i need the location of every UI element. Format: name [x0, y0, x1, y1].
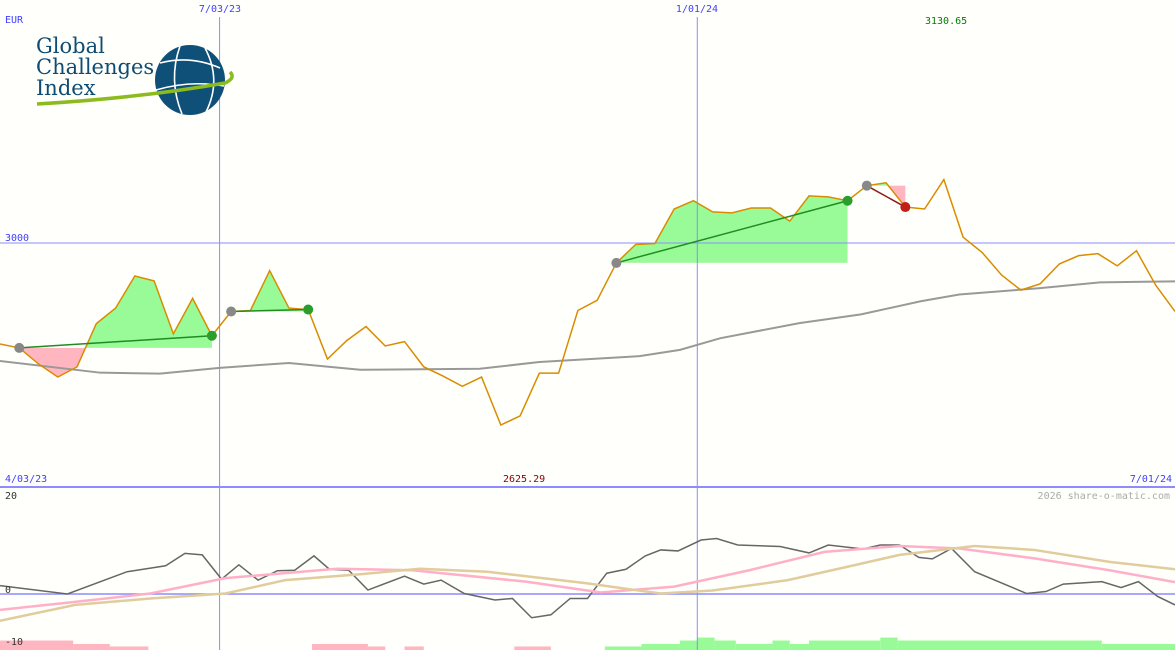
exit-marker [206, 330, 217, 341]
exit-marker [303, 304, 314, 315]
currency-label: EUR [5, 15, 24, 26]
logo-line-1: Global [36, 34, 105, 58]
labels: EUR 3130.65 2625.29 2026 share-o-matic.c… [5, 4, 1172, 648]
x-tick-label: 7/03/23 [199, 4, 241, 15]
histogram-bar [697, 637, 715, 650]
trade-line [19, 335, 212, 349]
osc-tick-20: 20 [5, 491, 17, 502]
entry-marker [861, 180, 872, 191]
gain-area [19, 276, 212, 348]
osc-tick-0: 0 [5, 585, 11, 596]
price-line [0, 177, 1175, 427]
gain-area [616, 195, 848, 263]
histogram-bar [109, 646, 149, 650]
gain-area [231, 270, 309, 312]
low-label: 2625.29 [503, 474, 545, 485]
gridlines [0, 17, 1175, 650]
histogram-bar [809, 640, 881, 650]
histogram-bar [1101, 643, 1175, 650]
histogram-bar [641, 643, 680, 650]
entry-marker [14, 342, 25, 353]
histogram-bar [714, 640, 736, 650]
x-tick-label: 1/01/24 [676, 4, 718, 15]
moving-average-line [0, 280, 1175, 375]
copyright: 2026 share-o-matic.com [1038, 491, 1170, 502]
trade-line [231, 308, 309, 313]
trade-line [616, 200, 848, 264]
histogram-bar [735, 643, 773, 650]
osc-slow-line [0, 544, 1175, 622]
histogram-bar [679, 640, 698, 650]
trade-fills [0, 182, 1175, 650]
logo-line-2: Challenges [36, 55, 154, 79]
osc-fast-line [0, 544, 1175, 612]
osc-tick-minus10: -10 [5, 637, 23, 648]
logo: Global Challenges Index [36, 34, 234, 115]
exit-marker [842, 195, 853, 206]
histogram-bar [367, 646, 386, 650]
high-label: 3130.65 [925, 16, 967, 27]
histogram-bar [789, 643, 810, 650]
histogram-bar [514, 646, 551, 650]
histogram-bar [897, 640, 1102, 650]
histogram-bar [880, 637, 898, 650]
x-tick-label: 7/01/24 [1130, 474, 1172, 485]
x-tick-label: 4/03/23 [5, 474, 47, 485]
histogram-bar [604, 646, 642, 650]
trade-lines [14, 180, 911, 353]
loss-area [866, 185, 906, 208]
entry-marker [611, 257, 622, 268]
histogram-bar [312, 643, 368, 650]
y-gridline-label: 3000 [5, 233, 29, 244]
osc-line [0, 537, 1175, 619]
globe-icon [155, 45, 225, 115]
entry-marker [226, 306, 237, 317]
histogram-bar [0, 640, 74, 650]
histogram-bar [73, 643, 110, 650]
trade-line [866, 185, 906, 208]
series-lines [0, 177, 1175, 622]
histogram-bar [404, 646, 424, 650]
exit-marker [900, 202, 911, 213]
logo-line-3: Index [36, 76, 96, 100]
histogram-bar [772, 640, 790, 650]
